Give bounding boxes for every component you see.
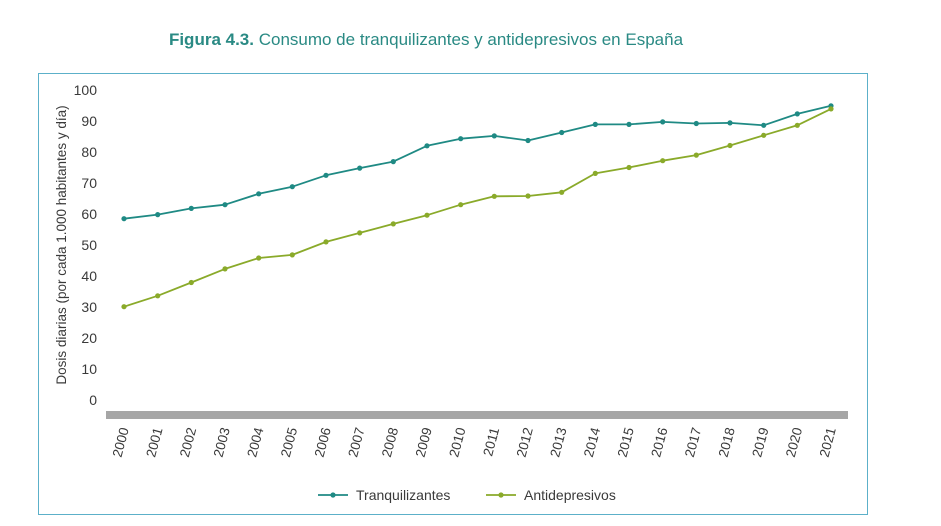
data-point-tranquilizantes	[727, 120, 733, 126]
data-point-antidepresivos	[693, 152, 699, 158]
y-tick-label: 80	[81, 144, 97, 160]
data-point-tranquilizantes	[794, 111, 800, 117]
y-tick-label: 90	[81, 113, 97, 129]
data-point-antidepresivos	[323, 239, 329, 245]
series-antidepresivos	[121, 106, 834, 310]
y-tick-label: 20	[81, 330, 97, 346]
y-tick-label: 30	[81, 299, 97, 315]
data-point-antidepresivos	[491, 193, 497, 199]
data-point-antidepresivos	[357, 230, 363, 236]
data-point-antidepresivos	[794, 122, 800, 128]
y-tick-label: 100	[74, 82, 98, 98]
data-point-tranquilizantes	[289, 184, 295, 190]
series-tranquilizantes	[121, 103, 834, 222]
x-tick-label: 2011	[480, 426, 502, 458]
x-tick-label: 2006	[312, 426, 334, 459]
y-axis: 0 10 20 30 40 50 60 70 80 90 100	[74, 82, 98, 408]
data-point-tranquilizantes	[458, 136, 464, 142]
data-point-antidepresivos	[222, 266, 228, 272]
legend: Tranquilizantes Antidepresivos	[318, 487, 616, 503]
data-point-tranquilizantes	[424, 143, 430, 149]
x-tick-label: 2010	[446, 426, 468, 459]
data-point-tranquilizantes	[357, 165, 363, 171]
legend-label: Antidepresivos	[524, 487, 616, 503]
data-point-tranquilizantes	[222, 202, 228, 208]
data-point-tranquilizantes	[256, 191, 262, 197]
data-point-tranquilizantes	[121, 216, 127, 222]
x-tick-label: 2009	[413, 426, 435, 459]
series-line-antidepresivos	[123, 108, 832, 308]
data-point-antidepresivos	[188, 279, 194, 286]
data-point-antidepresivos	[525, 193, 531, 199]
x-tick-label: 2020	[783, 426, 805, 459]
data-point-tranquilizantes	[188, 205, 194, 211]
data-point-antidepresivos	[828, 106, 834, 112]
x-tick-label: 2008	[379, 426, 401, 459]
data-point-tranquilizantes	[660, 119, 666, 125]
x-tick-label: 2000	[110, 426, 132, 459]
legend-swatch-marker	[498, 492, 504, 498]
series-line-tranquilizantes	[123, 104, 832, 220]
figure-title-prefix: Figura 4.3.	[168, 30, 254, 49]
series-layer	[121, 103, 834, 310]
legend-item-antidepresivos: Antidepresivos	[486, 487, 616, 503]
y-axis-label: Dosis diarias (por cada 1.000 habitantes…	[54, 105, 69, 384]
data-point-antidepresivos	[727, 142, 733, 149]
y-tick-label: 0	[89, 392, 97, 408]
legend-label: Tranquilizantes	[356, 487, 450, 503]
y-tick-label: 40	[81, 268, 97, 284]
x-tick-label: 2014	[581, 425, 603, 458]
data-point-tranquilizantes	[390, 159, 396, 165]
data-point-antidepresivos	[626, 164, 632, 171]
x-tick-label: 2012	[514, 426, 536, 459]
y-tick-label: 50	[81, 237, 97, 253]
y-tick-label: 60	[81, 206, 97, 222]
x-tick-label: 2004	[244, 425, 266, 458]
x-tick-label: 2005	[278, 426, 300, 459]
x-tick-label: 2016	[648, 426, 670, 459]
legend-item-tranquilizantes: Tranquilizantes	[318, 487, 450, 503]
figure-title-text: Consumo de tranquilizantes y antidepresi…	[253, 30, 684, 49]
data-point-tranquilizantes	[525, 137, 531, 144]
data-point-antidepresivos	[121, 304, 127, 310]
data-point-antidepresivos	[761, 132, 767, 138]
y-tick-label: 70	[81, 175, 97, 191]
x-tick-label: 2015	[615, 426, 637, 459]
x-tick-label: 2001	[143, 426, 165, 459]
data-point-antidepresivos	[458, 202, 464, 208]
x-tick-label: 2018	[716, 426, 738, 459]
data-point-tranquilizantes	[491, 133, 497, 139]
x-axis: 2000 2001 2002 2003 2004 2005 2006 2007 2008 2009…	[110, 425, 839, 458]
data-point-antidepresivos	[592, 170, 598, 176]
x-tick-label: 2013	[547, 426, 569, 459]
chart-frame	[38, 73, 868, 515]
data-point-tranquilizantes	[323, 172, 329, 178]
data-point-antidepresivos	[390, 221, 396, 227]
data-point-tranquilizantes	[559, 129, 565, 136]
x-tick-label: 2019	[749, 426, 771, 459]
x-axis-bar	[106, 411, 848, 419]
data-point-tranquilizantes	[626, 121, 632, 127]
data-point-tranquilizantes	[761, 122, 767, 128]
data-point-antidepresivos	[155, 293, 161, 299]
y-tick-label: 10	[81, 361, 97, 377]
data-point-antidepresivos	[559, 189, 565, 195]
data-point-antidepresivos	[660, 158, 666, 164]
legend-swatch-marker	[330, 492, 336, 498]
figure-title: Figura 4.3. Consumo de tranquilizantes y…	[0, 30, 852, 50]
data-point-tranquilizantes	[592, 121, 598, 127]
x-tick-label: 2002	[177, 426, 199, 459]
data-point-tranquilizantes	[155, 212, 161, 218]
x-tick-label: 2021	[817, 426, 839, 459]
x-tick-label: 2017	[682, 426, 704, 459]
data-point-antidepresivos	[424, 212, 430, 218]
data-point-antidepresivos	[256, 255, 262, 261]
x-tick-label: 2003	[211, 426, 233, 459]
data-point-antidepresivos	[289, 252, 295, 258]
data-point-tranquilizantes	[693, 120, 699, 127]
x-tick-label: 2007	[345, 426, 367, 459]
